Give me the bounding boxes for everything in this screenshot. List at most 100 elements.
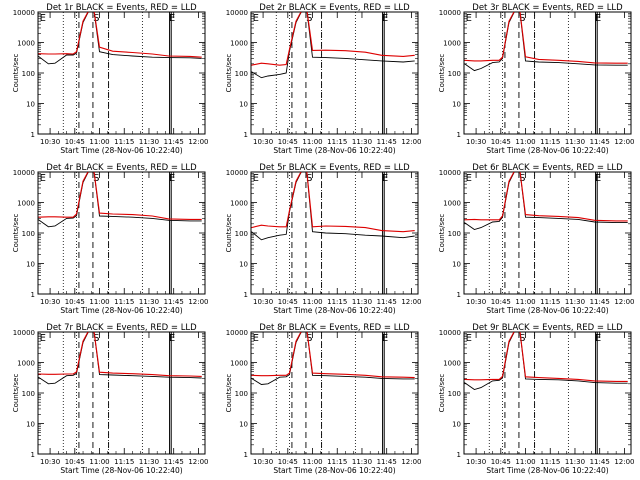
y-tick-label: 100 bbox=[22, 230, 35, 238]
x-tick-label: 10:30 bbox=[40, 458, 60, 466]
x-tick-label: 12:00 bbox=[188, 138, 208, 146]
x-axis-label: Start Time (28-Nov-06 10:22:40) bbox=[60, 146, 182, 155]
x-tick-label: 11:45 bbox=[377, 298, 397, 306]
time-marker-label: E bbox=[466, 173, 472, 184]
x-tick-label: 11:00 bbox=[89, 458, 109, 466]
y-axis-label: Counts/sec bbox=[12, 54, 20, 93]
time-marker-label: E bbox=[253, 173, 259, 184]
events-series-line bbox=[38, 172, 202, 228]
x-axis-label: Start Time (28-Nov-06 10:22:40) bbox=[486, 466, 608, 475]
time-marker-label: E bbox=[595, 333, 601, 344]
x-tick-label: 11:30 bbox=[352, 138, 372, 146]
events-series-line bbox=[38, 12, 202, 65]
x-tick-label: 11:15 bbox=[540, 458, 560, 466]
detector-panel: Det 1r BLACK = Events, RED = LLD 1 10 100 10… bbox=[12, 3, 209, 155]
x-tick-label: 11:30 bbox=[139, 458, 159, 466]
y-tick-label: 1 bbox=[31, 291, 35, 299]
y-tick-label: 10 bbox=[239, 421, 248, 429]
detector-panel: Det 5r BLACK = Events, RED = LLD 1 10 100 10… bbox=[225, 163, 422, 315]
y-tick-label: 10000 bbox=[13, 329, 35, 337]
y-tick-label: 10 bbox=[26, 261, 35, 269]
x-tick-label: 11:15 bbox=[327, 298, 347, 306]
time-marker-label: E bbox=[382, 173, 388, 184]
x-tick-label: 11:15 bbox=[540, 298, 560, 306]
time-marker-label: S bbox=[519, 173, 525, 184]
x-tick-label: 11:30 bbox=[565, 298, 585, 306]
x-tick-label: 11:30 bbox=[565, 138, 585, 146]
x-axis-label: Start Time (28-Nov-06 10:22:40) bbox=[273, 306, 395, 315]
detector-panel: Det 3r BLACK = Events, RED = LLD 1 10 100 10… bbox=[438, 3, 635, 155]
x-tick-label: 11:00 bbox=[515, 138, 535, 146]
time-marker-label: E bbox=[40, 173, 46, 184]
time-marker-label: E bbox=[40, 333, 46, 344]
y-tick-label: 1 bbox=[457, 291, 461, 299]
x-tick-label: 11:45 bbox=[590, 138, 610, 146]
y-tick-label: 10 bbox=[26, 421, 35, 429]
x-tick-label: 11:45 bbox=[590, 458, 610, 466]
lld-series-line bbox=[38, 12, 202, 58]
x-tick-label: 11:00 bbox=[302, 458, 322, 466]
time-marker-label: S bbox=[93, 13, 99, 24]
y-tick-label: 10000 bbox=[439, 169, 461, 177]
plot-title: Det 7r BLACK = Events, RED = LLD bbox=[46, 323, 197, 333]
x-tick-label: 10:45 bbox=[278, 138, 298, 146]
time-marker-label: E bbox=[169, 13, 175, 24]
plot-title: Det 2r BLACK = Events, RED = LLD bbox=[259, 3, 410, 13]
y-tick-label: 100 bbox=[448, 390, 461, 398]
y-tick-label: 1000 bbox=[230, 360, 248, 368]
y-axis-label: Counts/sec bbox=[225, 54, 233, 93]
time-marker-label: E bbox=[253, 13, 259, 24]
x-tick-label: 10:30 bbox=[253, 298, 273, 306]
time-marker-label: E bbox=[169, 173, 175, 184]
events-series-line bbox=[464, 332, 628, 390]
lld-series-line bbox=[251, 332, 415, 379]
x-tick-label: 12:00 bbox=[401, 298, 421, 306]
time-marker-label: E bbox=[382, 13, 388, 24]
events-series-line bbox=[464, 172, 628, 230]
y-tick-label: 1000 bbox=[443, 360, 461, 368]
y-tick-label: 1000 bbox=[230, 200, 248, 208]
y-tick-label: 1000 bbox=[443, 200, 461, 208]
time-marker-label: E bbox=[169, 333, 175, 344]
x-tick-label: 11:30 bbox=[139, 298, 159, 306]
y-axis-label: Counts/sec bbox=[438, 54, 446, 93]
events-series-line bbox=[251, 332, 415, 385]
time-marker-label: E bbox=[382, 333, 388, 344]
x-tick-label: 12:00 bbox=[188, 298, 208, 306]
plot-title: Det 1r BLACK = Events, RED = LLD bbox=[46, 3, 197, 13]
y-tick-label: 10000 bbox=[439, 329, 461, 337]
x-tick-label: 11:30 bbox=[565, 458, 585, 466]
time-marker-label: E bbox=[466, 333, 472, 344]
time-marker-label: E bbox=[253, 333, 259, 344]
x-tick-label: 10:30 bbox=[40, 298, 60, 306]
y-tick-label: 1000 bbox=[17, 40, 35, 48]
plot-title: Det 5r BLACK = Events, RED = LLD bbox=[259, 163, 410, 173]
x-tick-label: 11:00 bbox=[515, 458, 535, 466]
time-marker-label: S bbox=[519, 333, 525, 344]
y-axis-label: Counts/sec bbox=[438, 374, 446, 413]
x-tick-label: 11:00 bbox=[515, 298, 535, 306]
y-tick-label: 1000 bbox=[230, 40, 248, 48]
x-tick-label: 10:30 bbox=[466, 458, 486, 466]
x-tick-label: 11:45 bbox=[377, 138, 397, 146]
detector-panel: Det 7r BLACK = Events, RED = LLD 1 10 100 10… bbox=[12, 323, 209, 475]
x-tick-label: 10:45 bbox=[491, 298, 511, 306]
time-marker-label: S bbox=[519, 13, 525, 24]
y-axis-label: Counts/sec bbox=[225, 214, 233, 253]
x-tick-label: 11:00 bbox=[89, 138, 109, 146]
x-tick-label: 12:00 bbox=[614, 458, 634, 466]
y-tick-label: 1 bbox=[457, 451, 461, 459]
y-axis-label: Counts/sec bbox=[12, 374, 20, 413]
x-tick-label: 10:30 bbox=[40, 138, 60, 146]
y-tick-label: 100 bbox=[22, 390, 35, 398]
y-tick-label: 1 bbox=[244, 131, 248, 139]
x-axis-label: Start Time (28-Nov-06 10:22:40) bbox=[273, 146, 395, 155]
lld-series-line bbox=[251, 172, 415, 233]
lld-series-line bbox=[38, 332, 202, 377]
x-tick-label: 10:45 bbox=[278, 458, 298, 466]
x-tick-label: 10:45 bbox=[65, 298, 85, 306]
y-tick-label: 10 bbox=[452, 421, 461, 429]
lld-series-line bbox=[464, 12, 628, 64]
time-marker-label: S bbox=[306, 13, 312, 24]
y-tick-label: 10 bbox=[239, 261, 248, 269]
